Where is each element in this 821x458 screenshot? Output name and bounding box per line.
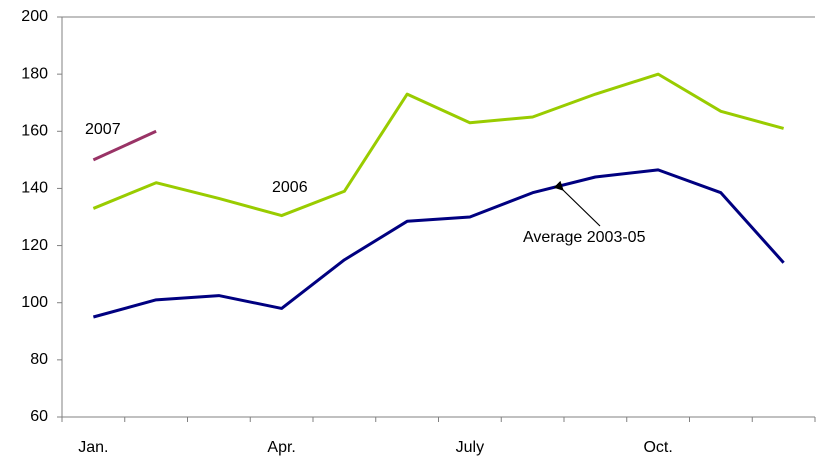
x-tick-label: July bbox=[456, 439, 484, 456]
series-line bbox=[92, 129, 157, 162]
series-label: 2006 bbox=[272, 179, 308, 196]
y-tick-label: 180 bbox=[21, 65, 48, 82]
series-label: 2007 bbox=[85, 121, 121, 138]
y-tick-label: 140 bbox=[21, 180, 48, 197]
y-tick-label: 80 bbox=[30, 351, 48, 368]
y-tick-label: 120 bbox=[21, 237, 48, 254]
x-tick-label: Jan. bbox=[78, 439, 108, 456]
x-tick-label: Oct. bbox=[643, 439, 672, 456]
y-tick-label: 160 bbox=[21, 123, 48, 140]
y-tick-label: 60 bbox=[30, 408, 48, 425]
y-tick-label: 200 bbox=[21, 8, 48, 25]
y-tick-label: 100 bbox=[21, 294, 48, 311]
x-tick-label: Apr. bbox=[267, 439, 295, 456]
annotation-arrow bbox=[553, 180, 601, 227]
series-line bbox=[92, 72, 785, 218]
series-label: Average 2003-05 bbox=[523, 229, 646, 246]
series-line bbox=[92, 168, 785, 319]
